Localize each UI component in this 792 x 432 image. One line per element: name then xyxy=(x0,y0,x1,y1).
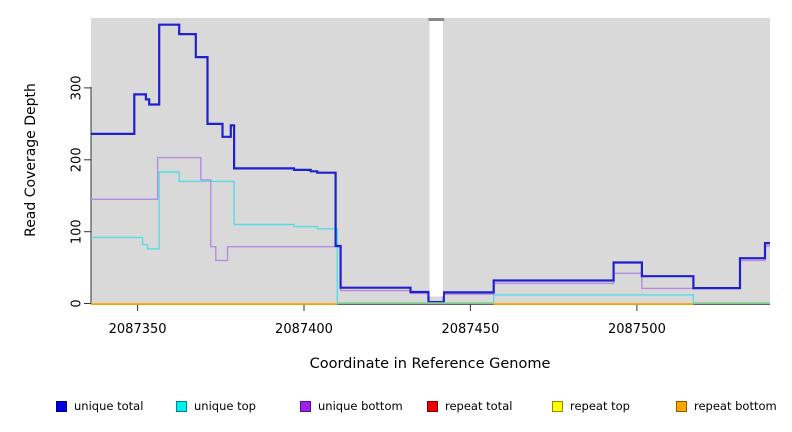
unique-top-swatch-icon xyxy=(176,400,187,412)
plot-svg: 0 100 200 300 2087350 2087400 2087450 2087500 xyxy=(70,18,770,337)
series-unique-total-line xyxy=(91,23,770,304)
unique-total-swatch-icon xyxy=(56,400,67,412)
legend-label: repeat total xyxy=(445,399,513,413)
y-tick-label: 300 xyxy=(70,75,85,100)
repeat-bottom-swatch-icon xyxy=(676,400,687,412)
repeat-top-swatch-icon xyxy=(552,400,563,412)
x-tick-label: 2087450 xyxy=(441,322,499,337)
no-data-gap-cap xyxy=(428,18,445,21)
y-tick-label: 200 xyxy=(70,147,85,172)
legend-item-unique-total: unique total xyxy=(56,399,143,413)
legend-label: unique bottom xyxy=(318,399,403,413)
x-axis-title: Coordinate in Reference Genome xyxy=(309,356,551,372)
legend-item-unique-top: unique top xyxy=(176,399,256,413)
series-unique-top-line xyxy=(91,171,770,304)
legend-label: unique total xyxy=(74,399,144,413)
unique-bottom-swatch-icon xyxy=(300,400,311,412)
legend-label: repeat bottom xyxy=(694,399,777,413)
series-unique-bottom-line xyxy=(91,156,770,303)
no-data-gap xyxy=(429,21,443,297)
legend-item-unique-bottom: unique bottom xyxy=(300,399,403,413)
legend-item-repeat-total: repeat total xyxy=(427,399,512,413)
y-tick-label: 100 xyxy=(70,219,85,244)
legend-label: repeat top xyxy=(570,399,630,413)
y-axis-title: Read Coverage Depth xyxy=(23,83,39,237)
y-tick-label: 0 xyxy=(70,299,85,307)
x-tick-label: 2087500 xyxy=(608,322,666,337)
x-tick-label: 2087350 xyxy=(109,322,167,337)
repeat-total-swatch-icon xyxy=(427,400,438,412)
legend-item-repeat-bottom: repeat bottom xyxy=(676,399,777,413)
x-tick-label: 2087400 xyxy=(275,322,333,337)
legend-item-repeat-top: repeat top xyxy=(552,399,630,413)
legend-label: unique top xyxy=(194,399,256,413)
